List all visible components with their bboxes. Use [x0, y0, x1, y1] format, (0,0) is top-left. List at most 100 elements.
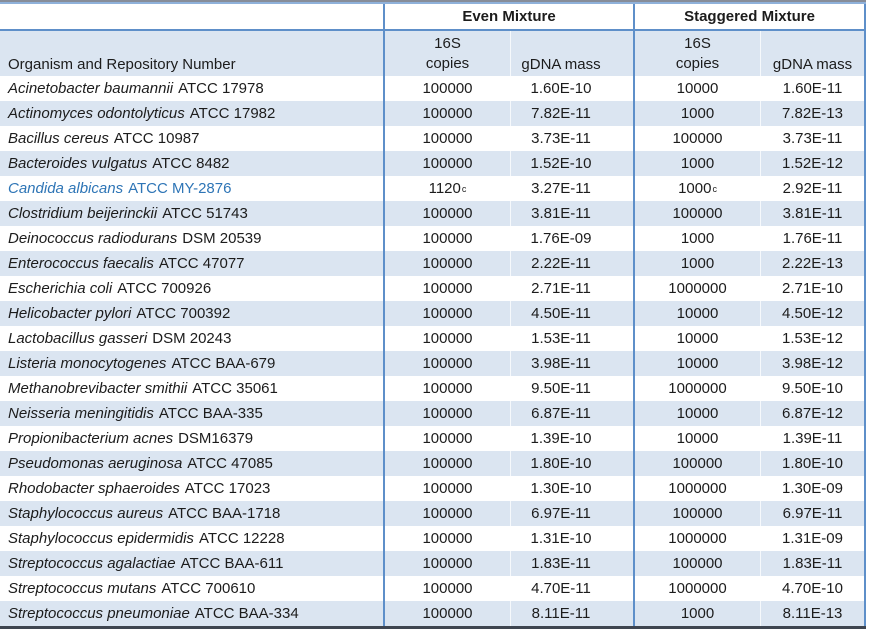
organism-name: Propionibacterium acnes [8, 430, 174, 447]
staggered-16s-copies-cell: 10000 [633, 76, 760, 101]
group-header-row: Even Mixture Staggered Mixture [0, 4, 866, 31]
organism-cell: Propionibacterium acnes DSM16379 [0, 426, 383, 451]
organism-cell: Streptococcus pneumoniae ATCC BAA-334 [0, 601, 383, 626]
table-row: Streptococcus agalactiae ATCC BAA-611 10… [0, 551, 866, 576]
repository-number: ATCC BAA-679 [171, 355, 276, 372]
table-row: Clostridium beijerinckii ATCC 51743 1000… [0, 201, 866, 226]
staggered-gdna-mass-cell: 4.50E-12 [760, 301, 866, 326]
staggered-16s-copies-cell: 100000 [633, 551, 760, 576]
even-gdna-mass-cell: 3.27E-11 [510, 176, 633, 201]
table-row: Candida albicans ATCC MY-2876 1120 c 3.27… [0, 176, 866, 201]
even-16s-copies-header: 16S copies [383, 31, 510, 76]
staggered-16s-copies-cell: 1000 c [633, 176, 760, 201]
organism-name: Pseudomonas aeruginosa [8, 455, 183, 472]
even-16s-copies-cell: 100000 [383, 601, 510, 626]
repository-number: DSM 20243 [152, 330, 232, 347]
repository-number: ATCC 47077 [158, 255, 245, 272]
organism-cell: Candida albicans ATCC MY-2876 [0, 176, 383, 201]
table-row: Helicobacter pylori ATCC 700392 100000 4… [0, 301, 866, 326]
organism-name: Clostridium beijerinckii [8, 205, 158, 222]
organism-name: Staphylococcus aureus [8, 505, 164, 522]
table-top-border [0, 0, 866, 4]
table-row: Enterococcus faecalis ATCC 47077 100000 … [0, 251, 866, 276]
staggered-mixture-group-header: Staggered Mixture [633, 4, 866, 29]
staggered-gdna-mass-cell: 3.98E-12 [760, 351, 866, 376]
even-16s-copies-cell: 100000 [383, 451, 510, 476]
staggered-gdna-mass-cell: 1.30E-09 [760, 476, 866, 501]
repository-number: ATCC 47085 [187, 455, 273, 472]
repository-number: ATCC 17978 [178, 80, 264, 97]
organism-cell: Enterococcus faecalis ATCC 47077 [0, 251, 383, 276]
even-16s-copies-cell: 100000 [383, 551, 510, 576]
organism-name: Candida albicans [8, 180, 124, 197]
organism-cell: Pseudomonas aeruginosa ATCC 47085 [0, 451, 383, 476]
even-gdna-mass-cell: 1.30E-10 [510, 476, 633, 501]
even-16s-copies-cell: 100000 [383, 301, 510, 326]
table-row: Deinococcus radiodurans DSM 20539 100000… [0, 226, 866, 251]
repository-number: ATCC 35061 [192, 380, 278, 397]
staggered-copies-label: copies [675, 55, 720, 72]
repository-number: ATCC 17023 [184, 480, 271, 497]
repository-number: ATCC BAA-1718 [168, 505, 281, 522]
organism-name: Streptococcus pneumoniae [8, 605, 190, 622]
table-row: Lactobacillus gasseri DSM 20243 100000 1… [0, 326, 866, 351]
even-16s-copies-cell: 100000 [383, 401, 510, 426]
repository-number: ATCC 51743 [162, 205, 248, 222]
even-16s-copies-cell: 100000 [383, 151, 510, 176]
organism-name: Bacteroides vulgatus [8, 155, 148, 172]
table-body: Acinetobacter baumannii ATCC 17978 10000… [0, 76, 866, 626]
even-16s-copies-cell: 100000 [383, 201, 510, 226]
organism-cell: Helicobacter pylori ATCC 700392 [0, 301, 383, 326]
even-gdna-mass-cell: 3.98E-11 [510, 351, 633, 376]
table-row: Staphylococcus aureus ATCC BAA-1718 1000… [0, 501, 866, 526]
even-gdna-mass-cell: 4.50E-11 [510, 301, 633, 326]
organism-name: Listeria monocytogenes [8, 355, 167, 372]
organism-name: Streptococcus mutans [8, 580, 157, 597]
staggered-16s-copies-cell: 100000 [633, 451, 760, 476]
repository-number: ATCC 12228 [198, 530, 285, 547]
staggered-16s-label: 16S [684, 35, 711, 52]
organism-name: Methanobrevibacter smithii [8, 380, 188, 397]
staggered-16s-copies-cell: 100000 [633, 126, 760, 151]
staggered-16s-copies-cell: 1000000 [633, 476, 760, 501]
even-16s-copies-cell: 100000 [383, 576, 510, 601]
staggered-16s-copies-cell: 10000 [633, 426, 760, 451]
even-gdna-mass-header: gDNA mass [510, 31, 633, 76]
column-header-row: Organism and Repository Number 16S copie… [0, 31, 866, 76]
even-gdna-mass-cell: 8.11E-11 [510, 601, 633, 626]
staggered-gdna-mass-cell: 2.71E-10 [760, 276, 866, 301]
even-gdna-mass-cell: 2.22E-11 [510, 251, 633, 276]
even-mixture-group-header: Even Mixture [383, 4, 633, 29]
staggered-16s-copies-cell: 1000000 [633, 576, 760, 601]
organism-cell: Deinococcus radiodurans DSM 20539 [0, 226, 383, 251]
repository-number: ATCC 700610 [161, 580, 256, 597]
organism-cell: Actinomyces odontolyticus ATCC 17982 [0, 101, 383, 126]
even-gdna-mass-cell: 6.97E-11 [510, 501, 633, 526]
even-gdna-mass-cell: 4.70E-11 [510, 576, 633, 601]
staggered-16s-copies-cell: 1000000 [633, 376, 760, 401]
organism-cell: Rhodobacter sphaeroides ATCC 17023 [0, 476, 383, 501]
organism-cell: Lactobacillus gasseri DSM 20243 [0, 326, 383, 351]
even-gdna-mass-cell: 1.76E-09 [510, 226, 633, 251]
even-gdna-mass-cell: 1.83E-11 [510, 551, 633, 576]
organism-cell: Streptococcus agalactiae ATCC BAA-611 [0, 551, 383, 576]
table-row: Escherichia coli ATCC 700926 100000 2.71… [0, 276, 866, 301]
empty-corner-cell [0, 4, 383, 29]
organism-cell: Staphylococcus epidermidis ATCC 12228 [0, 526, 383, 551]
staggered-gdna-mass-cell: 1.52E-12 [760, 151, 866, 176]
staggered-16s-copies-cell: 10000 [633, 326, 760, 351]
even-16s-copies-cell: 100000 [383, 426, 510, 451]
organism-name: Neisseria meningitidis [8, 405, 154, 422]
even-16s-copies-cell: 100000 [383, 476, 510, 501]
repository-number: ATCC 700392 [136, 305, 231, 322]
staggered-16s-copies-cell: 1000 [633, 226, 760, 251]
table-row: Pseudomonas aeruginosa ATCC 47085 100000… [0, 451, 866, 476]
even-16s-copies-cell: 100000 [383, 226, 510, 251]
repository-number: ATCC BAA-611 [180, 555, 284, 572]
staggered-16s-copies-cell: 100000 [633, 501, 760, 526]
organism-name: Acinetobacter baumannii [8, 80, 174, 97]
staggered-gdna-mass-cell: 1.76E-11 [760, 226, 866, 251]
organism-cell: Neisseria meningitidis ATCC BAA-335 [0, 401, 383, 426]
organism-name: Bacillus cereus [8, 130, 109, 147]
repository-number: DSM 20539 [182, 230, 262, 247]
